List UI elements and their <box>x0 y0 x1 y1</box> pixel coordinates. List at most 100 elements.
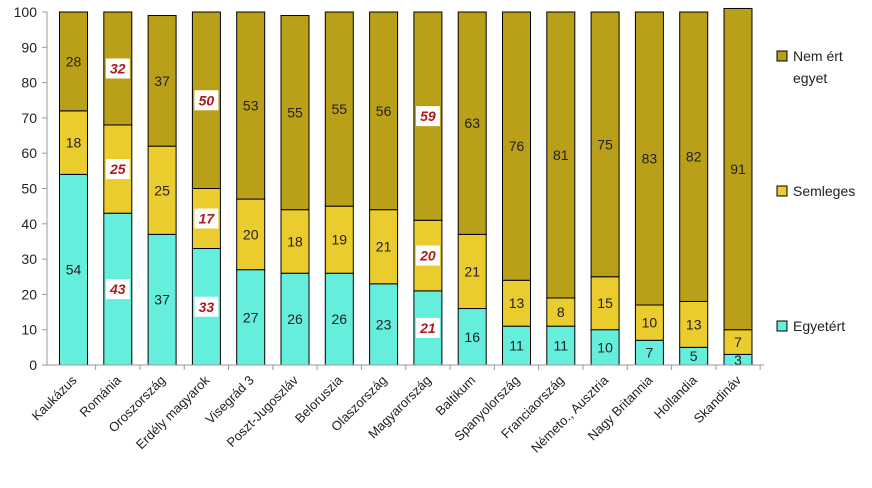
value-label: 10 <box>642 315 658 331</box>
value-label: 11 <box>554 338 569 354</box>
value-label: 63 <box>464 115 480 131</box>
value-label: 20 <box>243 226 259 242</box>
bar-semleges-13 <box>634 304 664 341</box>
bar-egyetért-12 <box>590 329 620 366</box>
value-label: 50 <box>199 92 215 108</box>
bar-egyetért-7 <box>369 283 399 366</box>
value-label: 81 <box>553 147 569 163</box>
bar-egyetért-5 <box>280 272 310 366</box>
bar-semleges-4 <box>236 198 266 271</box>
y-tick-label: 100 <box>14 4 38 20</box>
value-label: 8 <box>557 304 565 320</box>
x-tick-label: Kaukázus <box>29 372 80 423</box>
bar-nem-ért-egyet-5 <box>280 15 310 211</box>
legend: Nem ért egyet Semleges Egyetért <box>776 48 855 334</box>
bar-nem-ért-egyet-11 <box>546 11 576 299</box>
legend-label: egyet <box>793 70 827 86</box>
value-label-bg <box>194 296 219 317</box>
y-tick-label: 20 <box>21 286 37 302</box>
value-label: 55 <box>287 105 303 121</box>
value-label: 25 <box>154 182 170 198</box>
value-label: 37 <box>154 73 170 89</box>
value-label: 5 <box>690 348 698 364</box>
y-tick-label: 60 <box>21 145 37 161</box>
value-label: 43 <box>109 281 126 297</box>
value-label: 19 <box>332 232 348 248</box>
value-label: 17 <box>199 211 216 227</box>
x-tick-label: Baltikum <box>432 373 478 419</box>
y-tick-label: 80 <box>21 75 37 91</box>
value-label: 37 <box>154 292 170 308</box>
value-label: 75 <box>597 136 613 152</box>
y-axis: 0 10 20 30 40 50 60 70 80 90 100 <box>14 4 48 373</box>
value-label: 26 <box>332 311 348 327</box>
value-label: 13 <box>686 316 702 332</box>
bar-nem-ért-egyet-9 <box>457 11 487 235</box>
bar-nem-ért-egyet-15 <box>723 7 753 331</box>
value-label: 18 <box>66 135 82 151</box>
bar-egyetért-6 <box>324 272 354 366</box>
value-label: 55 <box>332 101 348 117</box>
value-label: 76 <box>509 138 525 154</box>
value-label-bg <box>194 208 219 229</box>
value-label: 91 <box>730 161 746 177</box>
bar-nem-ért-egyet-7 <box>369 11 399 211</box>
value-label: 59 <box>420 108 436 124</box>
bar-nem-ért-egyet-12 <box>590 11 620 278</box>
value-label: 23 <box>376 316 392 332</box>
x-tick-label: Skandináv <box>691 372 745 426</box>
value-label: 7 <box>734 334 742 350</box>
value-label-bg <box>105 58 130 79</box>
bar-nem-ért-egyet-14 <box>679 11 709 302</box>
y-tick-label: 0 <box>29 357 37 373</box>
value-label: 20 <box>419 248 436 264</box>
legend-label: Nem ért <box>793 48 843 64</box>
value-label-bg <box>415 245 440 266</box>
bar-nem-ért-egyet-10 <box>502 11 531 281</box>
legend-swatch-egyetért <box>776 320 788 332</box>
value-label: 21 <box>376 239 392 255</box>
value-label: 3 <box>734 352 742 368</box>
bar-egyetért-0 <box>59 173 88 366</box>
legend-label: Egyetért <box>793 318 845 334</box>
bar-nem-ért-egyet-6 <box>324 11 354 207</box>
value-label: 10 <box>597 339 613 355</box>
value-label: 27 <box>243 309 259 325</box>
bar-semleges-12 <box>590 276 620 331</box>
bar-nem-ért-egyet-0 <box>59 11 88 112</box>
value-label: 25 <box>109 161 126 177</box>
value-label: 16 <box>464 329 480 345</box>
value-label: 13 <box>509 295 525 311</box>
value-label: 33 <box>199 299 215 315</box>
value-label: 53 <box>243 98 259 114</box>
bar-semleges-15 <box>723 329 753 355</box>
bar-semleges-2 <box>147 145 177 235</box>
value-label: 28 <box>66 53 82 69</box>
value-label: 26 <box>287 311 303 327</box>
y-tick-label: 30 <box>21 251 37 267</box>
value-label-bg <box>415 317 440 338</box>
value-label-bg <box>194 90 219 111</box>
value-label-bg <box>415 106 440 127</box>
bar-semleges-5 <box>280 209 310 274</box>
value-label: 11 <box>509 338 524 354</box>
bar-semleges-7 <box>369 209 399 285</box>
legend-label: Semleges <box>793 183 855 199</box>
bars: 54 18 28 43 25 3 23 7 25 37 33 17 50 27 20 53 26 18 55 26 19… <box>59 7 753 368</box>
value-label: 83 <box>642 150 658 166</box>
bar-semleges-14 <box>679 300 709 348</box>
x-tick-label: Németo., Ausztria <box>528 372 612 456</box>
value-label: 7 <box>646 345 654 361</box>
bar-nem-ért-egyet-2 <box>147 15 177 147</box>
value-label: 56 <box>376 103 392 119</box>
value-label: 18 <box>287 233 303 249</box>
value-label-bg <box>105 279 130 300</box>
bar-nem-ért-egyet-4 <box>236 11 266 200</box>
value-label: 21 <box>464 263 480 279</box>
y-tick-label: 90 <box>21 39 37 55</box>
value-label: 54 <box>66 262 82 278</box>
bar-semleges-9 <box>457 233 487 310</box>
value-label: 21 <box>419 320 436 336</box>
